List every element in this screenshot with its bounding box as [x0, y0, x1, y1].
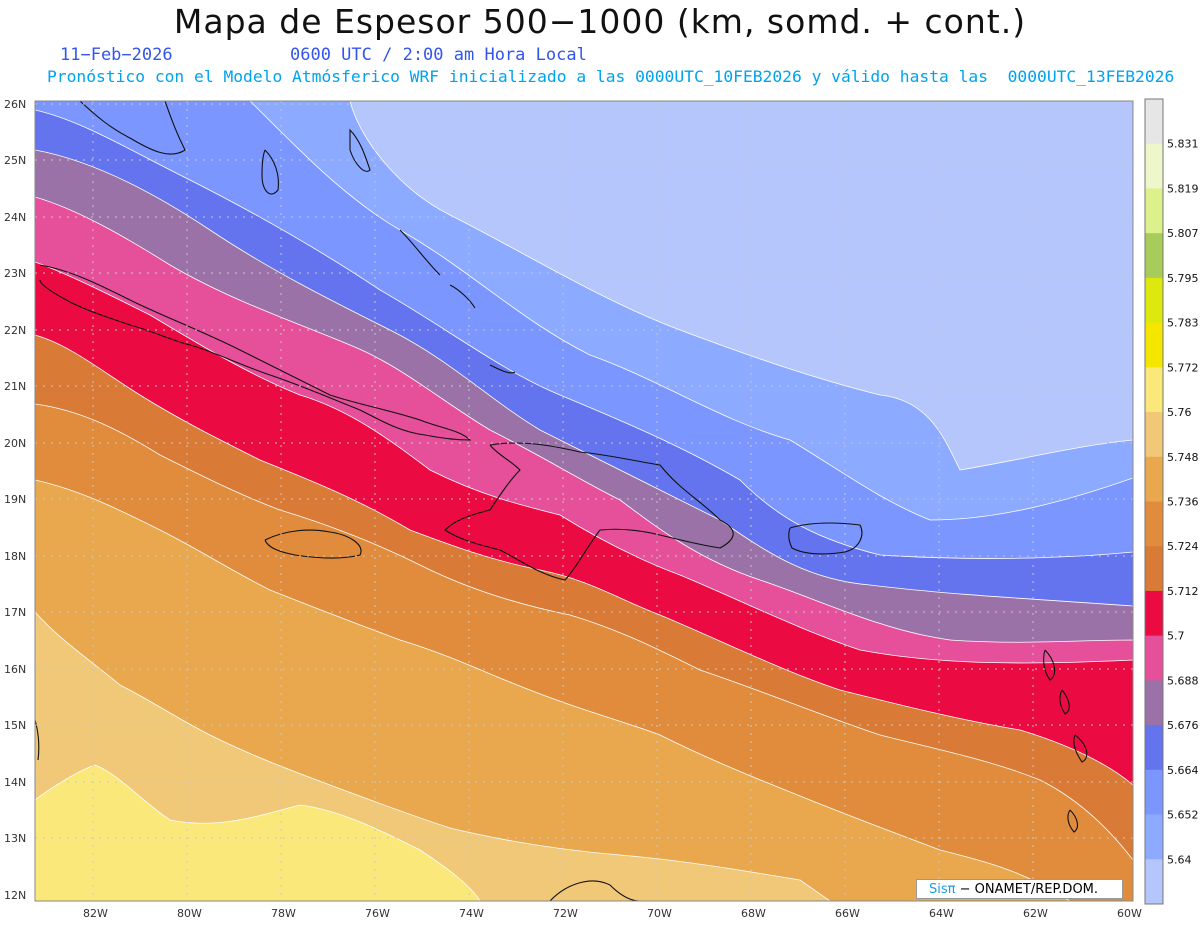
lat-label: 20N [4, 437, 26, 450]
lat-label: 13N [4, 832, 26, 845]
lat-label: 19N [4, 493, 26, 506]
model-info: Pronóstico con el Modelo Atmósferico WRF… [47, 67, 1175, 86]
colorbar-swatch [1145, 456, 1163, 502]
band-5.772 [35, 764, 481, 901]
lesser-antilles-3 [1073, 734, 1088, 763]
lat-label: 26N [4, 98, 26, 111]
colorbar-swatch [1145, 143, 1163, 189]
lat-label: 14N [4, 776, 26, 789]
colorbar-swatch [1145, 635, 1163, 681]
lon-label: 62W [1023, 907, 1048, 920]
colorbar-label: 5.688 [1167, 674, 1199, 687]
bahamas-3 [399, 229, 441, 276]
lat-label: 24N [4, 211, 26, 224]
jamaica-coast [264, 529, 362, 559]
lon-label: 70W [647, 907, 672, 920]
lon-label: 76W [365, 907, 390, 920]
colorbar-label: 5.772 [1167, 361, 1199, 374]
lat-label: 18N [4, 550, 26, 563]
colorbar-label: 5.664 [1167, 764, 1199, 777]
lon-label: 60W [1117, 907, 1142, 920]
bahamas-2 [349, 128, 371, 172]
map-title: Mapa de Espesor 500−1000 (km, somd. + co… [173, 2, 1027, 41]
colorbar-swatch [1145, 188, 1163, 234]
lat-label: 25N [4, 154, 26, 167]
colorbar-label: 5.807 [1167, 227, 1199, 240]
lon-label: 72W [553, 907, 578, 920]
colorbar-swatch [1145, 277, 1163, 324]
lon-label: 80W [177, 907, 202, 920]
lat-label: 21N [4, 380, 26, 393]
plot-frame [34, 100, 1134, 902]
lon-label: 82W [83, 907, 108, 920]
colorbar-swatch [1145, 859, 1163, 905]
credit-text: − ONAMET/REP.DOM. [959, 882, 1099, 897]
lesser-antilles-1 [1043, 649, 1056, 681]
grid [35, 101, 1133, 901]
lat-label: 17N [4, 606, 26, 619]
colorbar-label: 5.748 [1167, 451, 1199, 464]
colorbar-swatch [1145, 814, 1163, 860]
lon-label: 74W [459, 907, 484, 920]
colorbar-label: 5.64 [1167, 853, 1192, 866]
bahamas-1 [261, 149, 279, 195]
colorbar-swatch [1145, 367, 1163, 413]
colorbar-label: 5.831 [1167, 138, 1199, 151]
lat-label: 12N [4, 889, 26, 902]
cuba-coast [39, 264, 472, 441]
lon-label: 78W [271, 907, 296, 920]
lon-label: 64W [929, 907, 954, 920]
lat-label: 23N [4, 267, 26, 280]
colorbar-swatch [1145, 590, 1163, 637]
lon-axis: 82W 80W 78W 76W 74W 72W 70W 68W 66W 64W … [83, 907, 1142, 920]
colorbar-label: 5.724 [1167, 540, 1199, 553]
florida-coast [79, 101, 186, 155]
colorbar-label: 5.652 [1167, 809, 1199, 822]
lat-label: 22N [4, 324, 26, 337]
colorbar-border [1144, 98, 1164, 905]
colorbar-swatch [1145, 680, 1163, 726]
colorbar-swatch [1145, 546, 1163, 592]
lesser-antilles-2 [1059, 689, 1070, 715]
colorbar-label: 5.712 [1167, 585, 1199, 598]
colorbar-label: 5.819 [1167, 182, 1199, 195]
lat-label: 16N [4, 663, 26, 676]
lon-label: 66W [835, 907, 860, 920]
south-america-coast [549, 880, 641, 901]
credit-box: Sisπ − ONAMET/REP.DOM. [916, 879, 1123, 899]
puerto-rico-coast [788, 522, 863, 555]
colorbar-label: 5.76 [1167, 406, 1192, 419]
colorbar-swatch [1145, 233, 1163, 279]
forecast-time: 0600 UTC / 2:00 am Hora Local [290, 45, 587, 65]
colorbar-swatch [1145, 412, 1163, 458]
colorbar-label: 5.7 [1167, 630, 1185, 643]
colorbar-swatch [1145, 501, 1163, 547]
hispaniola-coast [444, 442, 734, 581]
sispi-logo: Sisπ [929, 882, 956, 897]
lon-label: 68W [741, 907, 766, 920]
lat-label: 15N [4, 719, 26, 732]
colorbar-swatch [1145, 322, 1163, 368]
colorbar-label: 5.736 [1167, 496, 1199, 509]
colorbar-swatch [1145, 99, 1163, 145]
lesser-antilles-4 [1067, 809, 1079, 833]
bahamas-4 [449, 284, 476, 309]
lat-axis: 26N 25N 24N 23N 22N 21N 20N 19N 18N 17N … [4, 98, 26, 902]
colorbar-label: 5.676 [1167, 719, 1199, 732]
colorbar: 5.831 5.819 5.807 5.795 5.783 5.772 5.76 5.748 5… [1144, 98, 1199, 905]
forecast-date: 11−Feb−2026 [60, 45, 173, 65]
colorbar-swatch [1145, 725, 1163, 771]
coastlines [35, 101, 1088, 901]
central-america-coast [35, 719, 40, 761]
colorbar-label: 5.783 [1167, 317, 1199, 330]
colorbar-label: 5.795 [1167, 272, 1199, 285]
colorbar-swatch [1145, 769, 1163, 816]
contour-fill [35, 101, 1133, 901]
bahamas-5 [489, 364, 516, 374]
